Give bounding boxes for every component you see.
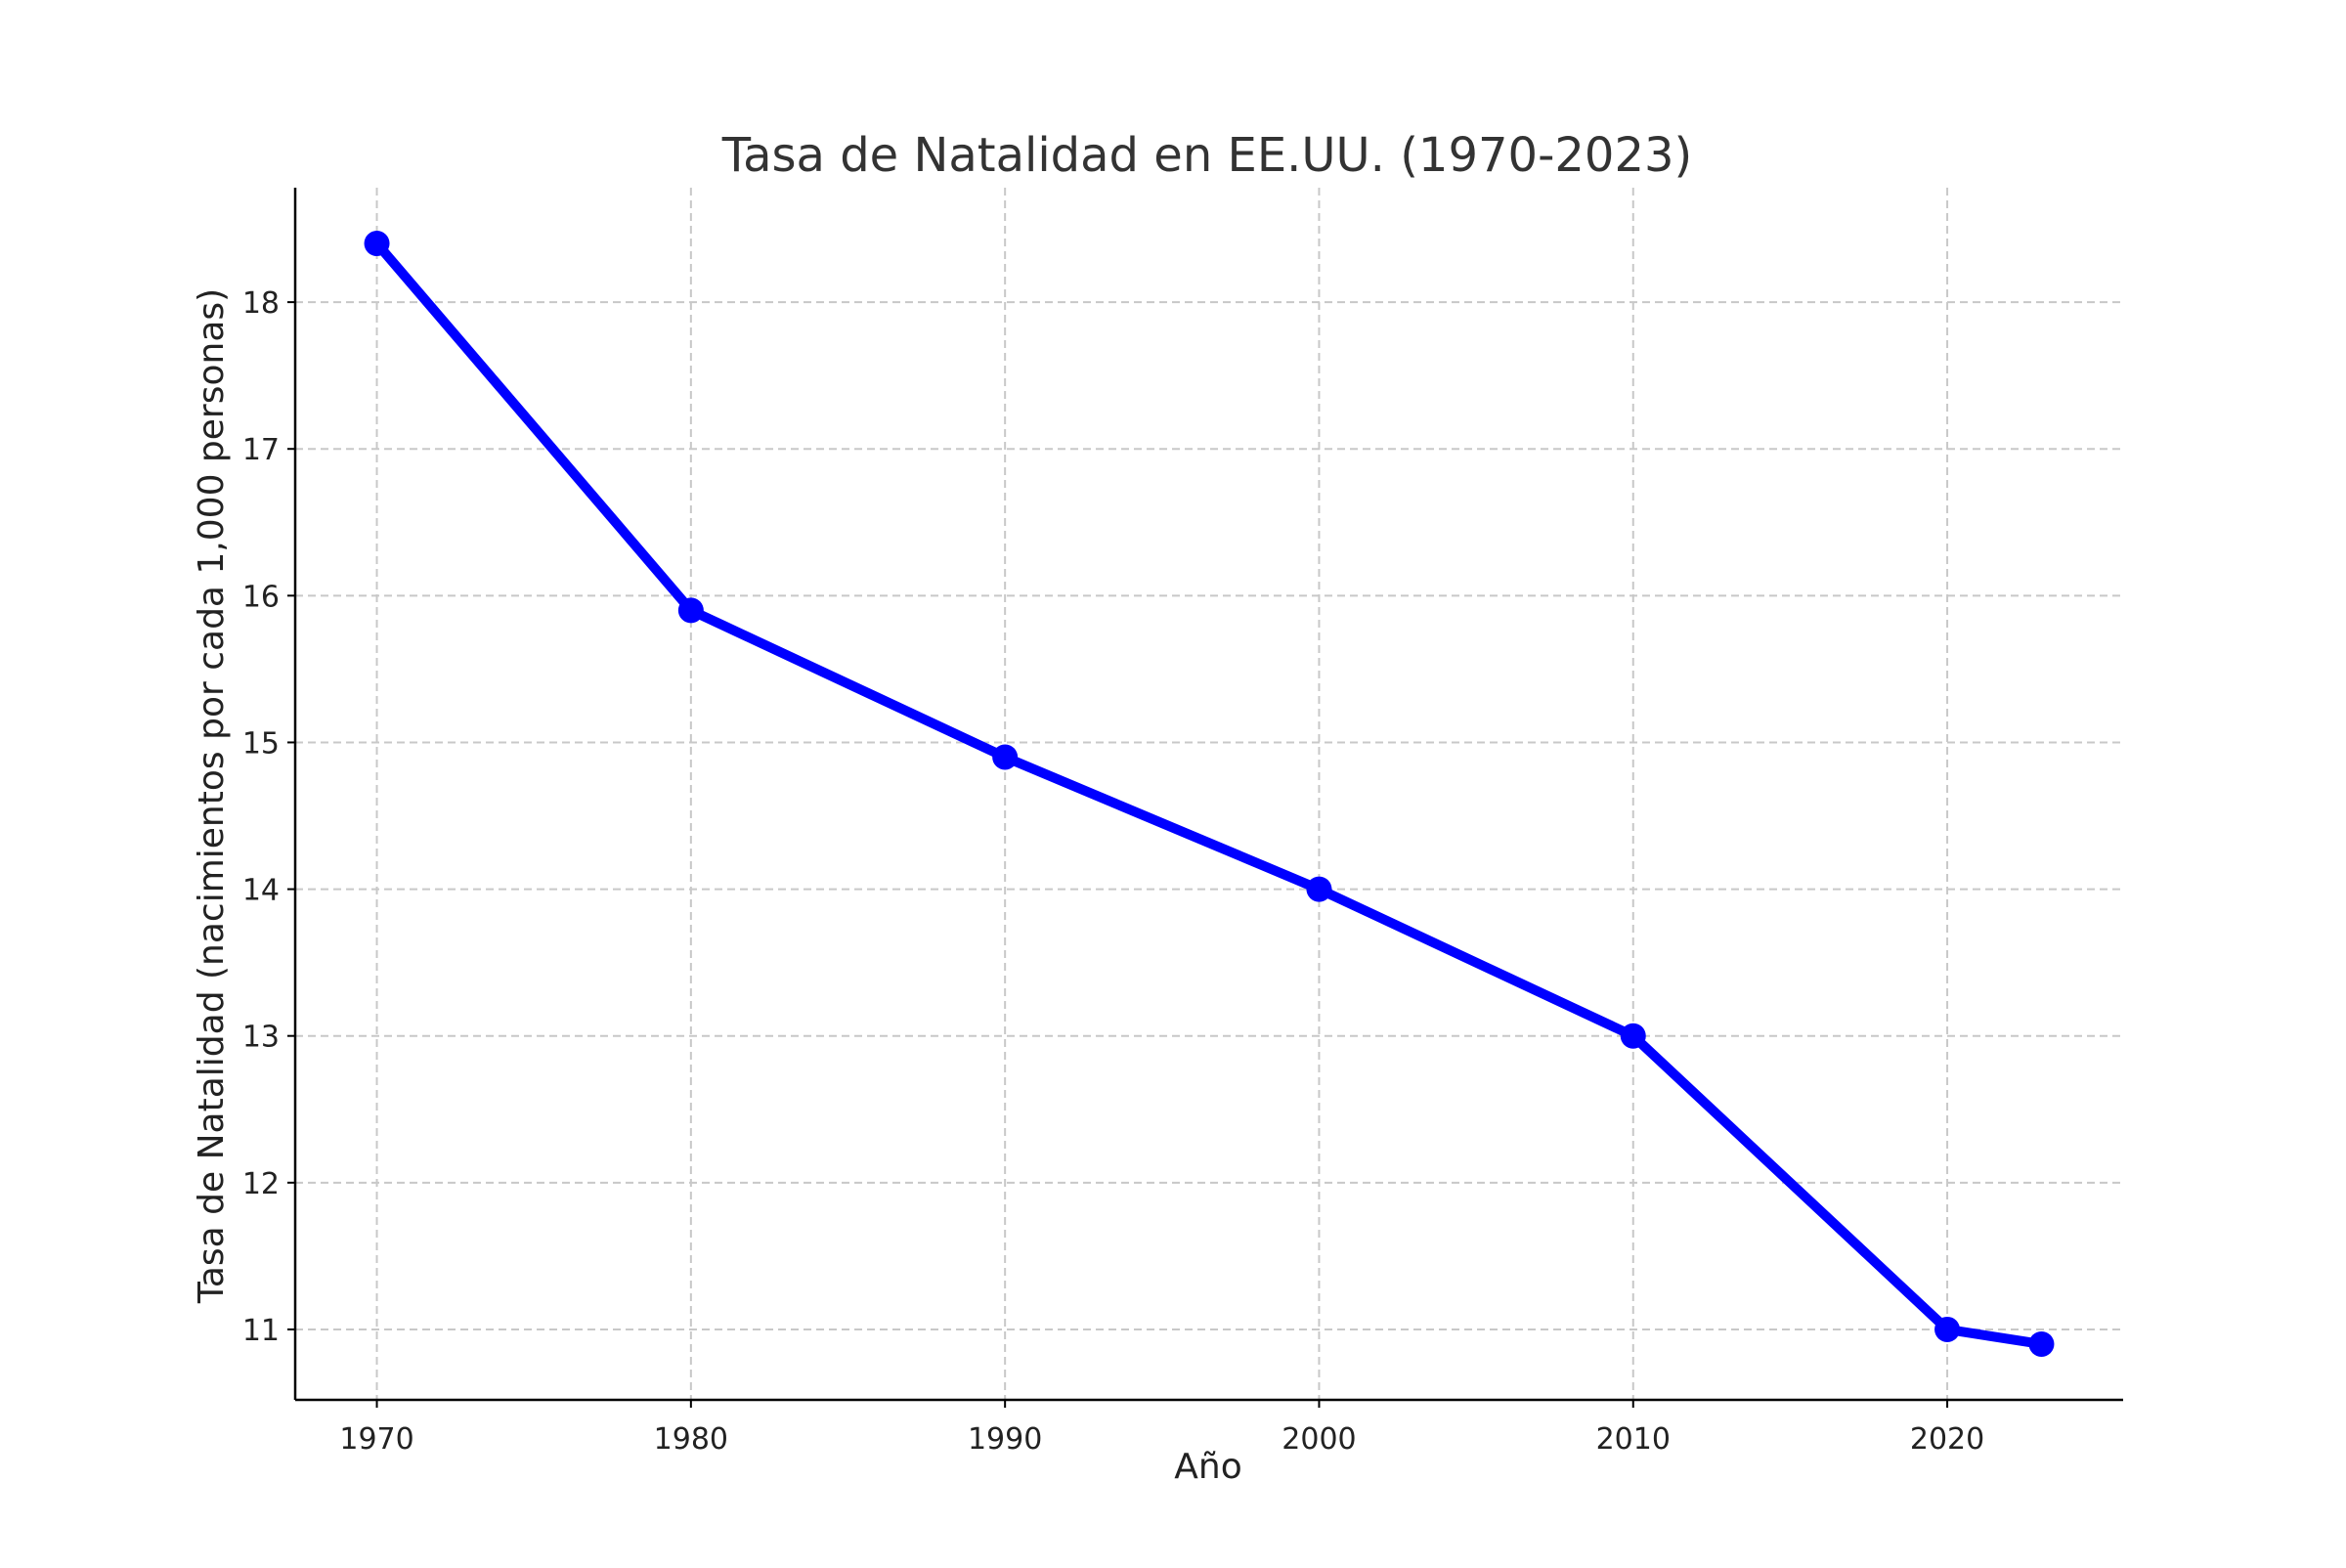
data-point <box>992 744 1019 770</box>
chart-title: Tasa de Natalidad en EE.UU. (1970-2023) <box>721 128 1693 183</box>
data-point <box>1934 1316 1961 1342</box>
series-layer <box>364 231 2055 1357</box>
y-tick-label: 14 <box>242 874 280 908</box>
x-tick-label: 1970 <box>339 1422 413 1457</box>
y-tick-label: 17 <box>242 433 280 467</box>
x-axis-title: Año <box>1174 1447 1241 1487</box>
x-tick-label: 1990 <box>968 1422 1042 1457</box>
y-tick-label: 12 <box>242 1167 280 1201</box>
y-tick-label: 13 <box>242 1021 280 1055</box>
x-tick-label: 2010 <box>1596 1422 1671 1457</box>
axes-layer <box>293 188 2123 1402</box>
data-point <box>1620 1023 1646 1049</box>
x-tick-label: 2000 <box>1282 1422 1356 1457</box>
x-tick-label: 1980 <box>654 1422 728 1457</box>
y-axis-title: Tasa de Natalidad (nacimientos por cada … <box>192 288 232 1304</box>
x-tick-label: 2020 <box>1910 1422 1984 1457</box>
data-point <box>1306 876 1332 902</box>
y-tick-label: 16 <box>242 580 280 614</box>
series-line <box>371 239 2047 1349</box>
y-tick-label: 11 <box>242 1314 280 1348</box>
grid-layer <box>295 188 2123 1400</box>
y-tick-label: 15 <box>242 726 280 761</box>
data-point <box>677 597 704 624</box>
y-tick-label: 18 <box>242 286 280 321</box>
data-point <box>364 231 390 257</box>
ticks-layer: 1970 1980 1990 2000 2010 2020 11 12 13 14 15 16 17 18 <box>242 286 1984 1457</box>
data-point <box>2028 1330 2055 1357</box>
